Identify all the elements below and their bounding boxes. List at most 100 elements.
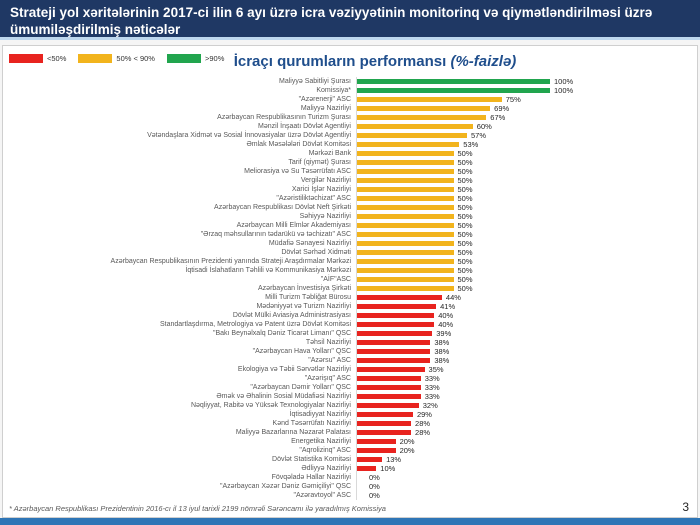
bar-category-label: Vətəndaşlara Xidmət və Sosial İnnovasiya… xyxy=(147,132,351,139)
chart-title-suffix: (%-faizlə) xyxy=(450,53,517,70)
bar xyxy=(357,331,433,336)
bar-track: 53% xyxy=(356,140,697,149)
bar-value: 50% xyxy=(457,194,473,203)
bar-value: 50% xyxy=(457,248,473,257)
bar-category-label: Maliyyə Bazarlarına Nəzarət Palatası xyxy=(235,429,351,436)
bar-value: 100% xyxy=(554,77,574,86)
bar xyxy=(357,448,396,453)
bar-category-label: Ədliyyə Nazirliyi xyxy=(301,465,351,472)
bar xyxy=(357,304,437,309)
chart-row: Energetika Nazirliyi 20% xyxy=(3,437,697,446)
bar xyxy=(357,196,454,201)
bar-category-label: "Azəravtoyol" ASC xyxy=(293,492,352,499)
bar-track: 40% xyxy=(356,320,697,329)
bar xyxy=(357,439,396,444)
bar-value: 50% xyxy=(457,266,473,275)
bar-value: 50% xyxy=(457,203,473,212)
bar-category-label: Vergilər Nazirliyi xyxy=(300,177,351,184)
bar-category-label: Müdafiə Sənayesi Nazirliyi xyxy=(268,240,351,247)
chart-row: Əmlak Məsələləri Dövlət Komitəsi 53% xyxy=(3,140,697,149)
bar-category-label: Mərkəzi Bank xyxy=(308,150,351,157)
chart-row: "Azərbaycan Xəzər Dəniz Gəmiçiliyi" QSC 0… xyxy=(3,482,697,491)
bar xyxy=(357,277,454,282)
bar-track: 60% xyxy=(356,122,697,131)
bar-category-label: Nəqliyyat, Rabitə və Yüksək Texnologiyal… xyxy=(190,402,351,409)
bar-value: 100% xyxy=(554,86,574,95)
bar xyxy=(357,259,454,264)
bar-category-label: "Azərbaycan Xəzər Dəniz Gəmiçiliyi" QSC xyxy=(219,483,351,490)
bar-category-label: "Azəristiliktəchizat" ASC xyxy=(276,195,351,202)
chart-row: Azərbaycan Respublikasının Turizm Şurası… xyxy=(3,113,697,122)
bar-track: 13% xyxy=(356,455,697,464)
bar xyxy=(357,412,413,417)
bar-value: 50% xyxy=(457,230,473,239)
bar xyxy=(357,385,421,390)
bar xyxy=(357,142,460,147)
bar-category-label: "Azərenerji" ASC xyxy=(298,96,351,103)
chart-row: Təhsil Nazirliyi 38% xyxy=(3,338,697,347)
bar-value: 13% xyxy=(386,455,402,464)
bar-track: 50% xyxy=(356,248,697,257)
bar-track: 44% xyxy=(356,293,697,302)
bar-value: 32% xyxy=(422,401,438,410)
bar xyxy=(357,268,454,273)
bar-track: 69% xyxy=(356,104,697,113)
bar-category-label: Meliorasiya və Su Təsərrüfatı ASC xyxy=(244,168,351,175)
bar-category-label: Səhiyyə Nazirliyi xyxy=(299,213,351,220)
bar xyxy=(357,133,467,138)
bar xyxy=(357,214,454,219)
bar-category-label: Maliyyə Sabitliyi Şurası xyxy=(279,78,351,85)
bar-value: 35% xyxy=(428,365,444,374)
bar-track: 39% xyxy=(356,329,697,338)
bar-category-label: "Azərişıq" ASC xyxy=(304,375,351,382)
chart-row: Vergilər Nazirliyi 50% xyxy=(3,176,697,185)
bar-track: 50% xyxy=(356,167,697,176)
bar-category-label: "Bakı Beynəlxalq Dəniz Ticarət Limanı" Q… xyxy=(212,330,351,337)
bar-category-label: Azərbaycan Milli Elmlər Akademiyası xyxy=(236,222,351,229)
chart-row: Meliorasiya və Su Təsərrüfatı ASC 50% xyxy=(3,167,697,176)
chart-row: Maliyyə Bazarlarına Nəzarət Palatası 28% xyxy=(3,428,697,437)
bar-value: 57% xyxy=(471,131,487,140)
bar xyxy=(357,394,421,399)
bar-value: 33% xyxy=(424,374,440,383)
chart-row: Xarici İşlər Nazirliyi 50% xyxy=(3,185,697,194)
bar-track: 50% xyxy=(356,275,697,284)
chart-row: Komissiya* 100% xyxy=(3,86,697,95)
chart-rows: Maliyyə Sabitliyi Şurası 100% Komissiya* 10… xyxy=(3,77,697,500)
bar-value: 50% xyxy=(457,185,473,194)
bar-value: 67% xyxy=(490,113,506,122)
chart-row: Nəqliyyat, Rabitə və Yüksək Texnologiyal… xyxy=(3,401,697,410)
bar-track: 33% xyxy=(356,374,697,383)
bar-value: 39% xyxy=(436,329,452,338)
bar-track: 32% xyxy=(356,401,697,410)
chart-row: Azərbaycan Milli Elmlər Akademiyası 50% xyxy=(3,221,697,230)
bar-value: 41% xyxy=(440,302,456,311)
bar-category-label: Əmək və Əhalinin Sosial Müdafiəsi Nazirl… xyxy=(216,393,351,400)
bar-category-label: Standartlaşdırma, Metrologiya və Patent … xyxy=(159,321,351,328)
bar-value: 0% xyxy=(369,473,380,482)
bar xyxy=(357,466,377,471)
bar-value: 0% xyxy=(369,482,380,491)
chart-row: Vətəndaşlara Xidmət və Sosial İnnovasiya… xyxy=(3,131,697,140)
chart-row: Səhiyyə Nazirliyi 50% xyxy=(3,212,697,221)
legend-label-yellow: 50% < 90% xyxy=(116,54,155,63)
bar-track: 50% xyxy=(356,149,697,158)
bar-category-label: Dövlət Sərhəd Xidməti xyxy=(281,249,351,256)
chart-row: "Azərişıq" ASC 33% xyxy=(3,374,697,383)
bar xyxy=(357,169,454,174)
bar-track: 50% xyxy=(356,185,697,194)
chart-row: "Ərzaq məhsullarının tədarükü və təchiza… xyxy=(3,230,697,239)
bar-value: 50% xyxy=(457,149,473,158)
chart-row: Ədliyyə Nazirliyi 10% xyxy=(3,464,697,473)
bar-track: 33% xyxy=(356,383,697,392)
bar-value: 60% xyxy=(476,122,492,131)
chart-row: Milli Turizm Təbliğat Bürosu 44% xyxy=(3,293,697,302)
bar-category-label: İqtisadiyyat Nazirliyi xyxy=(289,411,351,418)
legend-swatch-yellow xyxy=(78,54,113,63)
bar-track: 50% xyxy=(356,239,697,248)
bar-track: 50% xyxy=(356,158,697,167)
bar-value: 50% xyxy=(457,275,473,284)
bar-track: 50% xyxy=(356,212,697,221)
bar xyxy=(357,340,431,345)
bar-value: 38% xyxy=(434,338,450,347)
